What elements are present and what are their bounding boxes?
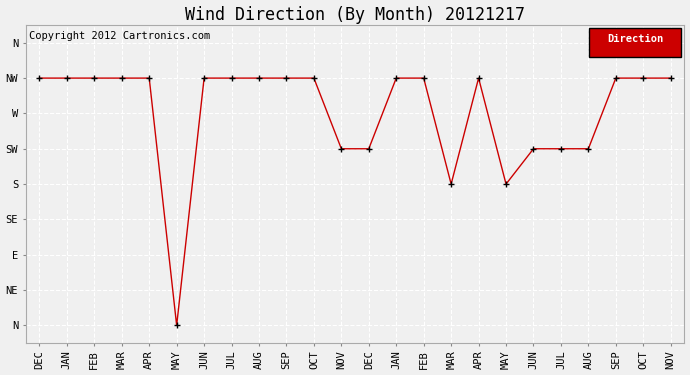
Title: Wind Direction (By Month) 20121217: Wind Direction (By Month) 20121217: [185, 6, 525, 24]
Text: Direction: Direction: [607, 34, 663, 44]
FancyBboxPatch shape: [589, 28, 681, 57]
Text: Copyright 2012 Cartronics.com: Copyright 2012 Cartronics.com: [29, 32, 210, 42]
